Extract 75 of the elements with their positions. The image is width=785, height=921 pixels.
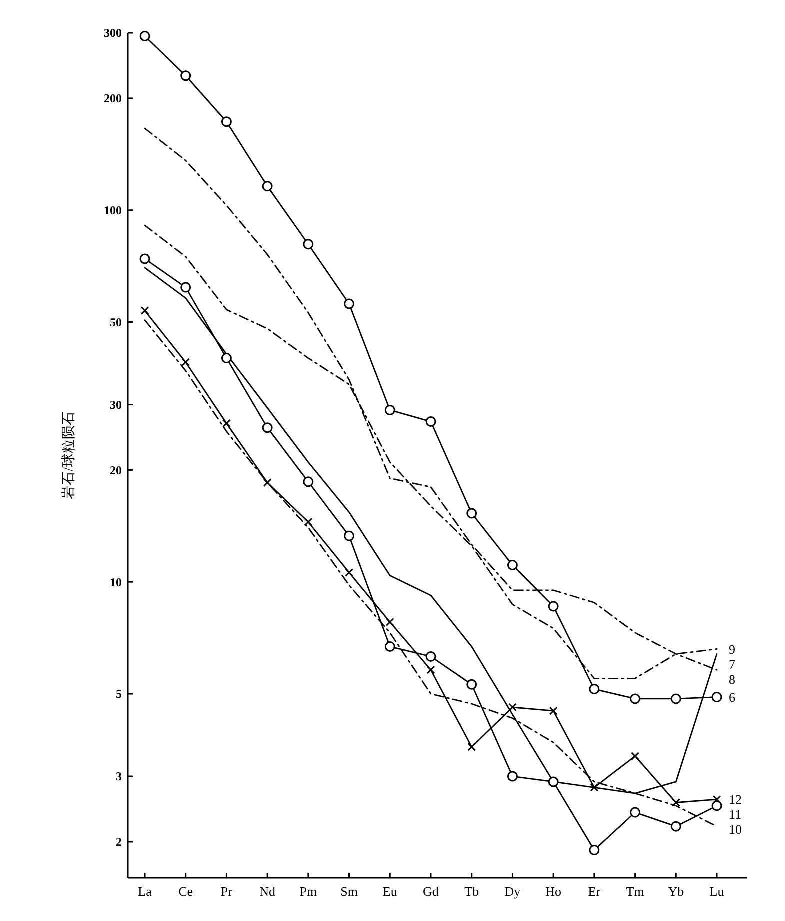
point (507, 771, 518, 782)
point (180, 70, 192, 82)
series-label: 9 (729, 642, 736, 657)
y-tick-label: 200 (104, 92, 122, 106)
series-label: 10 (729, 822, 742, 838)
point (426, 666, 436, 674)
point (344, 298, 355, 310)
point (345, 568, 354, 577)
point (221, 353, 232, 364)
point (262, 181, 273, 192)
y-tick-label: 2 (116, 835, 122, 850)
point (304, 518, 313, 526)
point (712, 692, 722, 703)
point (548, 601, 559, 612)
x-tick-label: Gd (423, 884, 440, 899)
x-tick-label: Pr (220, 884, 234, 899)
point (589, 845, 600, 856)
x-tick-label: Ce (178, 884, 194, 899)
series-label: 8 (729, 672, 736, 687)
x-tick-label: Ho (546, 884, 562, 899)
x-tick-label: La (138, 884, 152, 899)
point (263, 478, 272, 488)
y-tick-label: 3 (116, 770, 122, 784)
point (631, 752, 640, 761)
x-tick-label: Yb (668, 884, 684, 899)
point (672, 798, 680, 807)
point (589, 684, 600, 695)
y-tick-label: 100 (104, 204, 122, 218)
y-tick-label: 300 (104, 26, 122, 40)
point (466, 508, 478, 519)
point (384, 642, 396, 652)
series-label: 11 (729, 807, 742, 822)
x-tick-label: Dy (504, 884, 522, 899)
series-label: 7 (729, 656, 736, 672)
series-label: 6 (729, 690, 736, 705)
y-tick-label: 5 (116, 687, 122, 702)
point (303, 476, 314, 488)
point (630, 807, 641, 818)
point (180, 282, 192, 293)
point (222, 419, 231, 428)
point (508, 703, 517, 712)
y-tick-label: 50 (110, 315, 122, 330)
point (386, 618, 394, 626)
point (221, 116, 232, 128)
point (262, 422, 273, 434)
point (466, 679, 478, 690)
point (670, 694, 682, 704)
y-tick-label: 20 (110, 463, 122, 478)
y-tick-label: 10 (110, 575, 122, 590)
x-tick-label: Nd (260, 884, 276, 899)
x-tick-label: Pm (300, 884, 318, 899)
x-tick-label: Er (588, 884, 602, 899)
point (426, 416, 436, 428)
point (140, 306, 150, 316)
point (384, 404, 396, 416)
point (182, 358, 190, 367)
point (303, 239, 314, 250)
x-tick-label: Eu (382, 884, 398, 899)
point (140, 254, 150, 264)
x-tick-label: Lu (710, 884, 725, 899)
point (670, 821, 682, 832)
point (468, 742, 476, 752)
point (140, 31, 150, 42)
point (549, 706, 558, 716)
y-axis-title: 岩石/球粒陨石 (61, 412, 77, 500)
x-tick-label: Tm (626, 884, 644, 899)
x-tick-label: Tb (464, 884, 480, 899)
x-tick-label: Sm (340, 884, 358, 899)
point (344, 530, 355, 542)
point (426, 651, 436, 662)
point (630, 694, 641, 704)
point (712, 795, 722, 804)
y-tick-label: 30 (110, 398, 122, 412)
point (507, 560, 518, 571)
series-label: 12 (729, 792, 742, 808)
